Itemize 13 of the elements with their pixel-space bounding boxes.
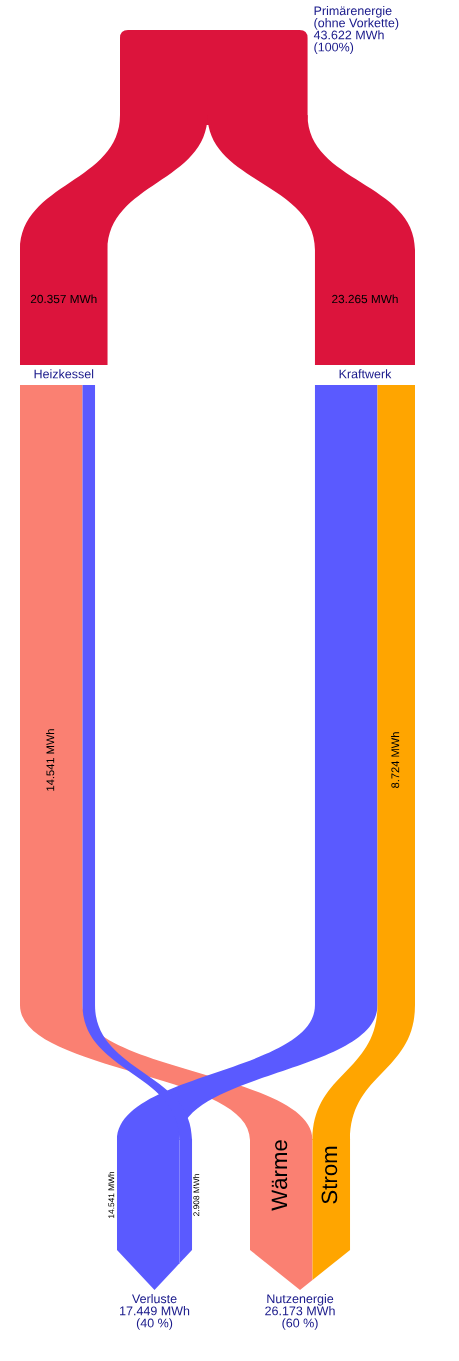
text: Wärme [271,1140,288,1211]
category-label: Heizkessel [34,369,94,379]
category-label: Kraftwerk [339,369,392,379]
data-label: 20.357 MWh [30,294,97,304]
data-label: 14.541 MWh [108,1171,115,1218]
data-label: 2.908 MWh [193,1174,200,1216]
category-label: Verluste 17.449 MWh (40 %) [120,1294,190,1330]
data-label: 8.724 MWh [391,732,400,788]
category-label: Primärenergie (ohne Vorkette) 43.622 MWh (100%) [313,6,399,54]
category-label: Nutzenergie 26.173 MWh (60 %) [265,1294,335,1330]
text: Strom [321,1146,338,1204]
data-label: 14.541 MWh [46,729,55,791]
data-label: 23.265 MWh [332,294,398,304]
